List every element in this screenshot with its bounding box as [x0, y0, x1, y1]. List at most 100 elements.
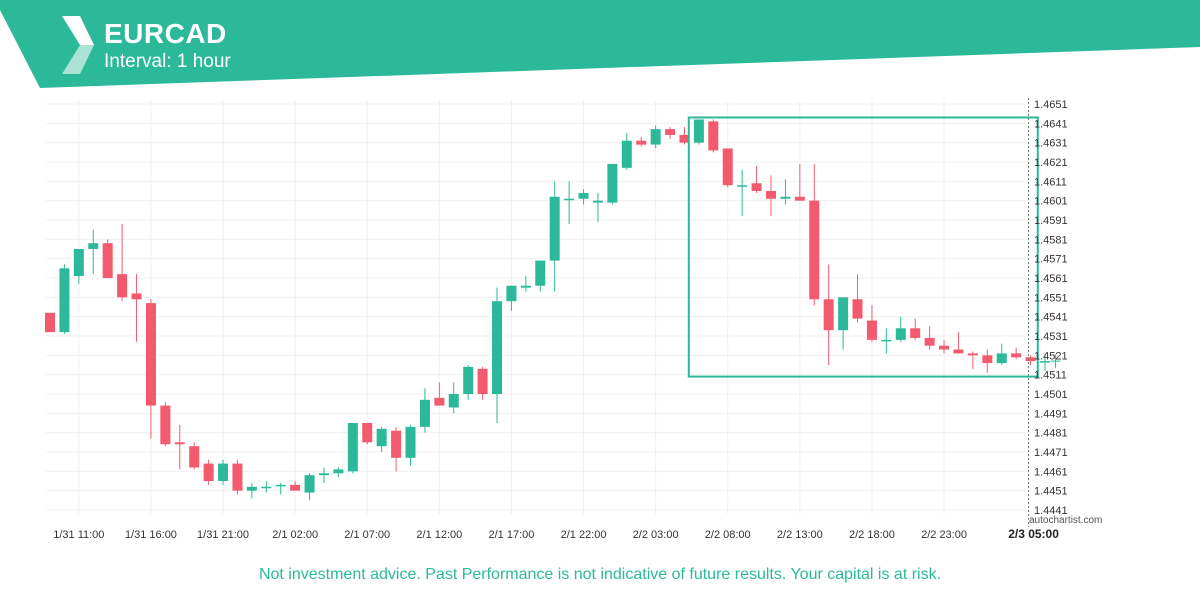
- candle-bullish: [737, 169, 748, 217]
- candle-body: [434, 397, 445, 406]
- x-tick-label: 2/1 12:00: [416, 529, 462, 541]
- candle-body: [592, 200, 603, 203]
- candle-body: [881, 339, 892, 342]
- x-tick-label: 2/3 05:00: [1008, 527, 1059, 541]
- candle-body: [73, 249, 84, 277]
- candle-body: [117, 274, 128, 298]
- candle-bearish: [766, 175, 776, 217]
- candle-bearish: [751, 165, 762, 193]
- candle-body: [203, 463, 214, 481]
- candle-body: [492, 301, 503, 394]
- candlestick-chart: 1.4651 1.4641 1.4631 1.4621 1.4611 1.4601 1.45…: [45, 98, 1102, 541]
- candle-body: [275, 484, 286, 487]
- y-tick-label: 1.4571: [1034, 254, 1068, 266]
- candle-body: [665, 129, 676, 135]
- candle-bullish: [246, 482, 257, 499]
- y-tick-label: 1.4521: [1034, 350, 1068, 362]
- candle-bearish: [45, 312, 55, 333]
- candle-bearish: [809, 163, 820, 306]
- candle-bearish: [823, 264, 834, 365]
- candle-bullish: [492, 287, 503, 423]
- y-tick-label: 1.4471: [1034, 447, 1068, 459]
- candle-bullish: [650, 125, 661, 149]
- candle-body: [318, 473, 329, 476]
- candle-body: [766, 191, 776, 199]
- candle-body: [246, 486, 257, 491]
- y-tick-label: 1.4481: [1034, 428, 1068, 440]
- candle-bullish: [261, 481, 272, 493]
- candle-bearish: [722, 148, 733, 188]
- y-tick-label: 1.4451: [1034, 486, 1068, 498]
- candle-body: [189, 446, 200, 468]
- candle-bullish: [996, 343, 1007, 365]
- x-tick-label: 1/31 11:00: [53, 529, 104, 541]
- y-tick-label: 1.4651: [1034, 99, 1068, 111]
- y-tick-label: 1.4531: [1034, 331, 1068, 343]
- candle-bearish: [852, 274, 863, 323]
- chart-title: EURCAD: [104, 18, 227, 49]
- x-tick-label: 2/2 08:00: [705, 529, 751, 541]
- candle-body: [261, 486, 272, 489]
- candle-body: [391, 430, 402, 458]
- candle-body: [304, 475, 315, 493]
- candle-bearish: [290, 481, 301, 491]
- candle-bullish: [333, 467, 344, 478]
- candle-bearish: [477, 366, 488, 400]
- header-banner-shape: [0, 0, 1200, 88]
- y-tick-label: 1.4561: [1034, 273, 1068, 285]
- candle-bullish: [376, 426, 387, 452]
- y-tick-label: 1.4461: [1034, 466, 1068, 478]
- candle-bearish: [636, 136, 647, 147]
- candle-body: [578, 192, 589, 199]
- candle-bullish: [564, 181, 575, 224]
- candle-bearish: [434, 382, 445, 406]
- candle-bullish: [693, 119, 704, 145]
- candle-bearish: [665, 127, 676, 139]
- candle-body: [549, 196, 560, 261]
- candle-body: [160, 405, 171, 445]
- y-tick-label: 1.4541: [1034, 312, 1068, 324]
- candle-bullish: [218, 459, 229, 485]
- candle-bullish: [419, 388, 430, 433]
- candle-body: [362, 423, 373, 443]
- candle-bearish: [910, 318, 921, 340]
- candle-body: [996, 353, 1007, 364]
- candle-body: [809, 200, 820, 300]
- candle-body: [621, 140, 632, 168]
- candle-bullish: [592, 192, 603, 222]
- candle-body: [910, 328, 921, 338]
- candle-bearish: [679, 127, 690, 145]
- candle-bearish: [232, 459, 243, 495]
- candle-body: [218, 463, 229, 481]
- candle-body: [131, 293, 142, 300]
- candle-body: [679, 134, 690, 143]
- candle-body: [405, 426, 416, 458]
- candle-bullish: [506, 285, 517, 311]
- candle-bullish: [318, 467, 329, 483]
- candle-bullish: [520, 276, 531, 292]
- candle-body: [477, 368, 488, 394]
- candle-bearish: [708, 119, 719, 153]
- pattern-box: [687, 116, 1039, 378]
- candle-body: [737, 185, 748, 187]
- candle-body: [145, 303, 156, 406]
- candle-body: [693, 119, 704, 143]
- candle-bearish: [967, 351, 978, 369]
- candle-body: [866, 320, 877, 340]
- candle-body: [838, 297, 849, 331]
- x-tick-label: 1/31 21:00: [197, 529, 249, 541]
- candle-bullish: [73, 249, 84, 284]
- watermark-text: autochartist.com: [1029, 515, 1102, 526]
- candle-body: [794, 196, 805, 201]
- candle-body: [232, 463, 243, 491]
- y-tick-label: 1.4631: [1034, 138, 1068, 150]
- y-tick-label: 1.4501: [1034, 389, 1068, 401]
- y-tick-label: 1.4591: [1034, 215, 1068, 227]
- candle-body: [45, 312, 55, 333]
- candle-body: [376, 428, 387, 447]
- candle-body: [708, 121, 719, 151]
- candle-bullish: [838, 297, 849, 350]
- candle-bearish: [1011, 347, 1022, 360]
- candle-body: [333, 469, 344, 474]
- candle-body: [174, 442, 185, 445]
